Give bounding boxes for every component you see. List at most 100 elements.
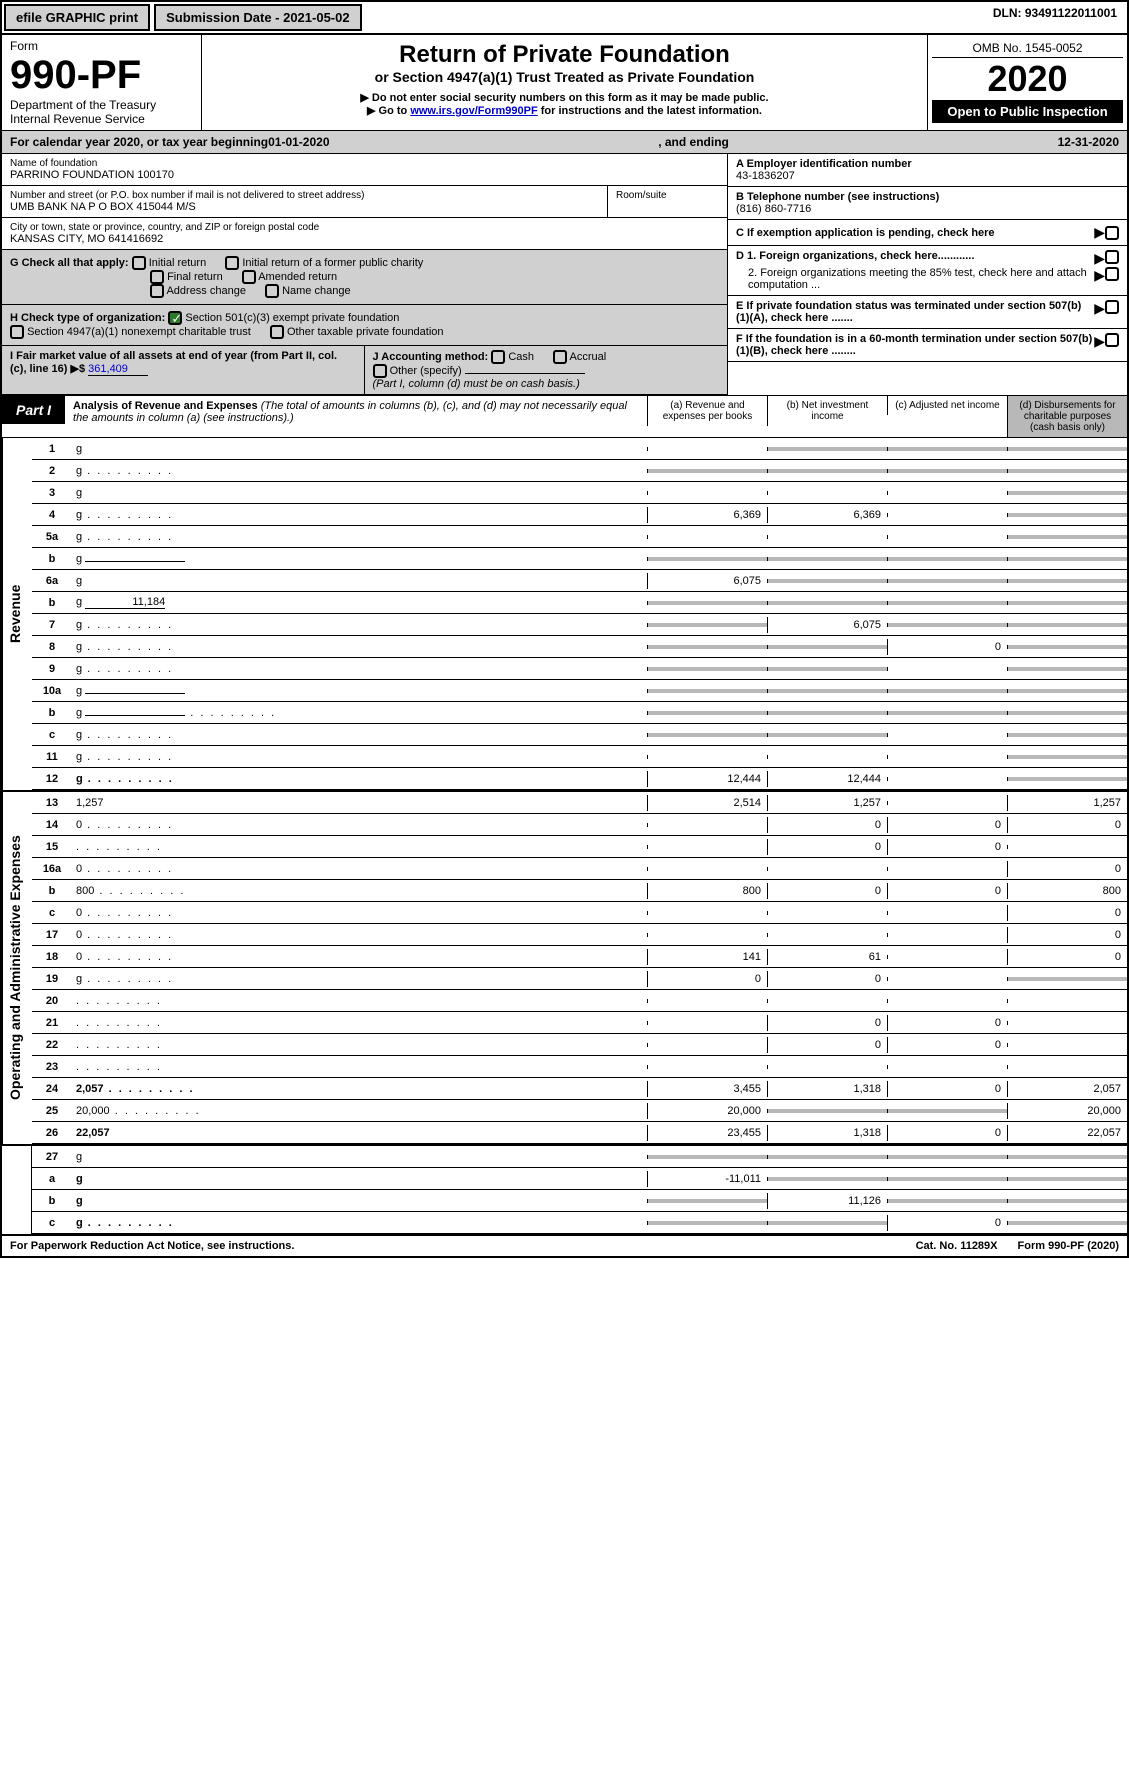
initial-former-checkbox[interactable] <box>225 256 239 270</box>
cell-b: 1,318 <box>767 1125 887 1141</box>
row-num: 21 <box>32 1015 72 1031</box>
table-row: ag-11,011 <box>32 1168 1127 1190</box>
row-num: 6a <box>32 573 72 589</box>
row-desc: 1,257 <box>72 795 647 811</box>
accrual-checkbox[interactable] <box>553 350 567 364</box>
section-4947-checkbox[interactable] <box>10 325 24 339</box>
table-row: bg <box>32 548 1127 570</box>
table-row: 5ag <box>32 526 1127 548</box>
cell-c <box>887 557 1007 561</box>
cell-b: 6,075 <box>767 617 887 633</box>
row-desc: g <box>72 705 647 721</box>
cell-b: 6,369 <box>767 507 887 523</box>
j-section: J Accounting method: Cash Accrual Other … <box>365 346 728 394</box>
row-num: b <box>32 551 72 567</box>
table-row: 27g <box>32 1146 1127 1168</box>
cell-b <box>767 667 887 671</box>
cell-b <box>767 557 887 561</box>
cell-d <box>1007 491 1127 495</box>
row-num: 10a <box>32 683 72 699</box>
final-return-checkbox[interactable] <box>150 270 164 284</box>
cell-a <box>647 601 767 605</box>
row-num: 8 <box>32 639 72 655</box>
opex-rows: 131,2572,5141,2571,257140000150016a00b80… <box>32 792 1127 1144</box>
cell-c: 0 <box>887 639 1007 655</box>
d1-checkbox[interactable] <box>1105 250 1119 264</box>
row-desc: g <box>72 617 647 633</box>
cell-b <box>767 867 887 871</box>
cal-mid: , and ending <box>330 135 1058 149</box>
cell-d <box>1007 1065 1127 1069</box>
table-row: 9g <box>32 658 1127 680</box>
form-title: Return of Private Foundation <box>208 41 921 69</box>
row-desc: 0 <box>72 949 647 965</box>
foundation-name: PARRINO FOUNDATION 100170 <box>10 169 719 181</box>
cell-a: 3,455 <box>647 1081 767 1097</box>
row-num: 12 <box>32 771 72 787</box>
table-row: bg11,126 <box>32 1190 1127 1212</box>
f-checkbox[interactable] <box>1105 333 1119 347</box>
footer-left: For Paperwork Reduction Act Notice, see … <box>10 1240 294 1252</box>
section-501c3-checkbox[interactable] <box>168 311 182 325</box>
c-checkbox[interactable] <box>1105 226 1119 240</box>
form-subtitle: or Section 4947(a)(1) Trust Treated as P… <box>208 69 921 85</box>
opex-label: Operating and Administrative Expenses <box>2 792 32 1144</box>
cell-d <box>1007 755 1127 759</box>
cell-a <box>647 867 767 871</box>
cell-a <box>647 667 767 671</box>
cell-a <box>647 689 767 693</box>
inspection-badge: Open to Public Inspection <box>932 100 1123 123</box>
cell-d <box>1007 601 1127 605</box>
other-taxable-checkbox[interactable] <box>270 325 284 339</box>
header-left: Form 990-PF Department of the Treasury I… <box>2 35 202 130</box>
cell-b <box>767 1065 887 1069</box>
initial-return-checkbox[interactable] <box>132 256 146 270</box>
cell-c: 0 <box>887 817 1007 833</box>
row-desc: 0 <box>72 817 647 833</box>
cell-b: 1,318 <box>767 1081 887 1097</box>
cell-a <box>647 1221 767 1225</box>
row-desc: g <box>72 1149 647 1165</box>
dln-label: DLN: 93491122011001 <box>983 2 1127 33</box>
form990pf-link[interactable]: www.irs.gov/Form990PF <box>410 105 537 117</box>
row-desc: g <box>72 463 647 479</box>
cell-c <box>887 711 1007 715</box>
row-desc: g <box>72 551 647 567</box>
table-row: bg 11,184 <box>32 592 1127 614</box>
cell-d <box>1007 1199 1127 1203</box>
row-desc: 0 <box>72 927 647 943</box>
cell-d <box>1007 535 1127 539</box>
cell-c <box>887 491 1007 495</box>
cell-b <box>767 711 887 715</box>
name-change-checkbox[interactable] <box>265 284 279 298</box>
cell-c <box>887 867 1007 871</box>
efile-print-button[interactable]: efile GRAPHIC print <box>4 4 150 31</box>
e-checkbox[interactable] <box>1105 300 1119 314</box>
row-desc: g <box>72 661 647 677</box>
cell-d <box>1007 845 1127 849</box>
row-num: c <box>32 1215 72 1231</box>
other-method-checkbox[interactable] <box>373 364 387 378</box>
row-desc: g <box>72 1171 647 1187</box>
cell-a <box>647 911 767 915</box>
cell-a <box>647 933 767 937</box>
d2-checkbox[interactable] <box>1105 267 1119 281</box>
submission-date-button[interactable]: Submission Date - 2021-05-02 <box>154 4 362 31</box>
cell-a <box>647 755 767 759</box>
cell-c <box>887 977 1007 981</box>
table-row: cg <box>32 724 1127 746</box>
row-num: 14 <box>32 817 72 833</box>
row-desc: g <box>72 771 647 787</box>
amended-return-checkbox[interactable] <box>242 270 256 284</box>
cell-a: 23,455 <box>647 1125 767 1141</box>
table-row: 19g00 <box>32 968 1127 990</box>
cell-c <box>887 933 1007 937</box>
table-row: 6ag6,075 <box>32 570 1127 592</box>
cal-prefix: For calendar year 2020, or tax year begi… <box>10 135 268 149</box>
i-label: I Fair market value of all assets at end… <box>10 350 337 375</box>
cash-checkbox[interactable] <box>491 350 505 364</box>
row-num: b <box>32 705 72 721</box>
address-change-checkbox[interactable] <box>150 284 164 298</box>
cell-a: -11,011 <box>647 1171 767 1187</box>
col-b-header: (b) Net investment income <box>767 396 887 426</box>
